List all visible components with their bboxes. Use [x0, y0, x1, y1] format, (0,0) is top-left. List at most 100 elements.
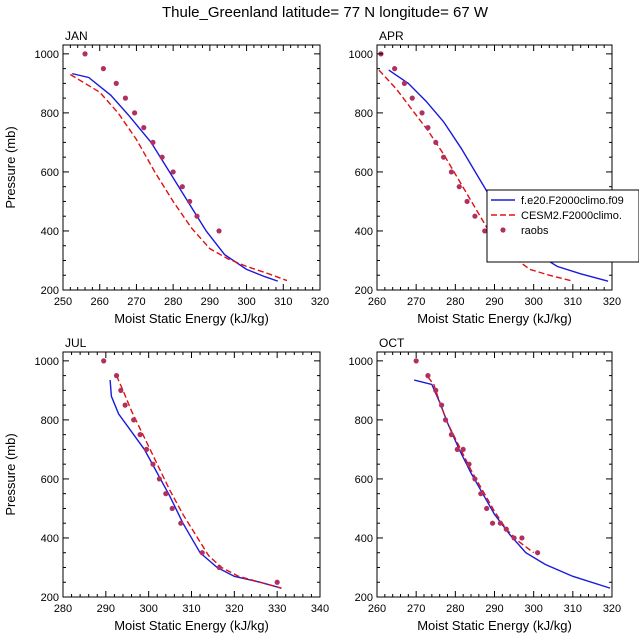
raobs-point-oct	[511, 535, 517, 541]
raobs-point-oct	[439, 402, 445, 408]
raobs-point-jan	[187, 198, 193, 205]
raobs-point-apr	[456, 184, 462, 190]
y-axis-label-jan: Pressure (mb)	[3, 126, 18, 208]
x-tick-label-oct: 290	[485, 603, 503, 615]
raobs-point-oct	[425, 373, 431, 379]
legend: f.e20.F2000climo.f09 CESM2.F2000climo. rao…	[486, 189, 639, 263]
panel-title-apr: APR	[379, 29, 404, 43]
panel-title-jan: JAN	[65, 29, 88, 43]
model2-line-apr	[378, 69, 574, 282]
x-tick-label-apr: 310	[564, 296, 582, 308]
x-tick-label-jan: 290	[201, 296, 219, 308]
raobs-point-oct	[466, 461, 472, 467]
x-tick-label-jan: 310	[274, 296, 292, 308]
y-tick-label-jan: 400	[41, 226, 59, 238]
x-tick-label-apr: 320	[603, 296, 621, 308]
y-tick-label-oct: 1000	[349, 356, 373, 368]
y-tick-label-apr: 1000	[349, 49, 373, 61]
raobs-point-apr	[425, 125, 431, 131]
legend-entry-raobs: raobs	[521, 225, 549, 237]
model1-line-jul	[109, 379, 282, 589]
x-axis-label-jan: Moist Static Energy (kJ/kg)	[114, 311, 269, 326]
raobs-point-apr	[629, 273, 634, 278]
raobs-point-jan	[82, 51, 88, 57]
legend-entry-model1: f.e20.F2000climo.f09	[521, 195, 624, 207]
legend-box	[486, 189, 639, 263]
x-tick-label-oct: 270	[407, 603, 425, 615]
raobs-point-apr	[464, 198, 470, 205]
raobs-point-jul	[113, 373, 120, 379]
raobs-point-jul	[118, 387, 124, 393]
raobs-point-jul	[122, 402, 128, 408]
model2-line-oct	[427, 376, 535, 554]
model2-line-jan	[69, 73, 288, 282]
x-tick-label-jan: 260	[91, 296, 109, 308]
x-tick-label-jan: 270	[127, 296, 145, 308]
raobs-point-jan	[216, 228, 222, 234]
plot-area-jul	[101, 358, 282, 589]
raobs-point-oct	[448, 432, 455, 438]
x-axis-label-apr: Moist Static Energy (kJ/kg)	[417, 311, 572, 326]
x-tick-label-jul: 300	[139, 603, 157, 615]
raobs-point-jan	[150, 139, 156, 146]
raobs-point-jul	[163, 491, 169, 497]
y-axis-label-jul: Pressure (mb)	[3, 433, 18, 515]
x-tick-label-apr: 270	[407, 296, 425, 308]
raobs-point-apr	[440, 154, 447, 160]
y-tick-label-apr: 400	[355, 226, 373, 238]
raobs-point-jul	[137, 432, 143, 438]
y-tick-label-oct: 600	[355, 474, 373, 486]
panel-apr: 260 270 280 290 300 310 320 200 400 600 800 1000 APR…	[349, 29, 634, 326]
raobs-point-oct	[484, 505, 490, 512]
x-tick-label-oct: 260	[368, 603, 386, 615]
raobs-point-oct	[489, 520, 496, 526]
legend-swatch-raobs	[500, 227, 506, 233]
plot-frame-jan	[62, 44, 321, 291]
x-tick-label-apr: 300	[524, 296, 542, 308]
raobs-point-apr	[419, 110, 425, 116]
raobs-point-oct	[442, 417, 449, 423]
x-tick-label-jul: 320	[225, 603, 243, 615]
panel-title-oct: OCT	[379, 336, 405, 350]
raobs-point-oct	[454, 446, 460, 453]
raobs-point-jul	[156, 476, 162, 482]
raobs-point-jul	[131, 417, 137, 423]
raobs-point-oct	[413, 358, 419, 364]
x-tick-label-jan: 300	[237, 296, 255, 308]
x-tick-label-jan: 280	[164, 296, 182, 308]
figure-title: Thule_Greenland latitude= 77 N longitude…	[162, 4, 489, 21]
raobs-point-apr	[433, 139, 439, 146]
raobs-point-jul	[143, 446, 150, 453]
x-tick-label-jul: 310	[182, 603, 200, 615]
raobs-point-jan	[122, 95, 129, 101]
x-tick-label-jul: 330	[268, 603, 286, 615]
x-tick-label-jul: 290	[97, 603, 115, 615]
raobs-point-oct	[460, 446, 466, 453]
raobs-point-jul	[150, 461, 156, 467]
raobs-point-apr	[409, 95, 415, 101]
raobs-point-apr	[472, 213, 478, 219]
y-tick-label-apr: 800	[355, 108, 373, 120]
panel-jul: 280 290 300 310 320 330 340 200 400 600 800 1000 JUL…	[3, 336, 329, 633]
raobs-point-apr	[482, 228, 488, 234]
y-tick-label-jul: 200	[41, 592, 59, 604]
model1-line-jan	[72, 72, 279, 282]
x-tick-label-oct: 320	[603, 603, 621, 615]
y-tick-label-jul: 400	[41, 533, 59, 545]
plot-area-oct	[413, 358, 611, 589]
x-tick-label-jul: 280	[54, 603, 72, 615]
raobs-point-jan	[141, 125, 147, 131]
raobs-point-jan	[170, 169, 176, 175]
y-tick-label-jan: 200	[41, 285, 59, 297]
plot-frame-oct	[376, 351, 613, 598]
y-tick-label-jul: 600	[41, 474, 59, 486]
raobs-point-jul	[178, 520, 184, 526]
panel-title-jul: JUL	[65, 336, 87, 350]
raobs-point-jan	[113, 80, 119, 86]
model2-line-jul	[115, 375, 282, 589]
raobs-point-oct	[472, 476, 478, 482]
y-tick-label-jan: 800	[41, 108, 59, 120]
raobs-point-jan	[194, 213, 200, 219]
x-tick-label-oct: 280	[446, 603, 464, 615]
raobs-point-jul	[216, 564, 222, 571]
